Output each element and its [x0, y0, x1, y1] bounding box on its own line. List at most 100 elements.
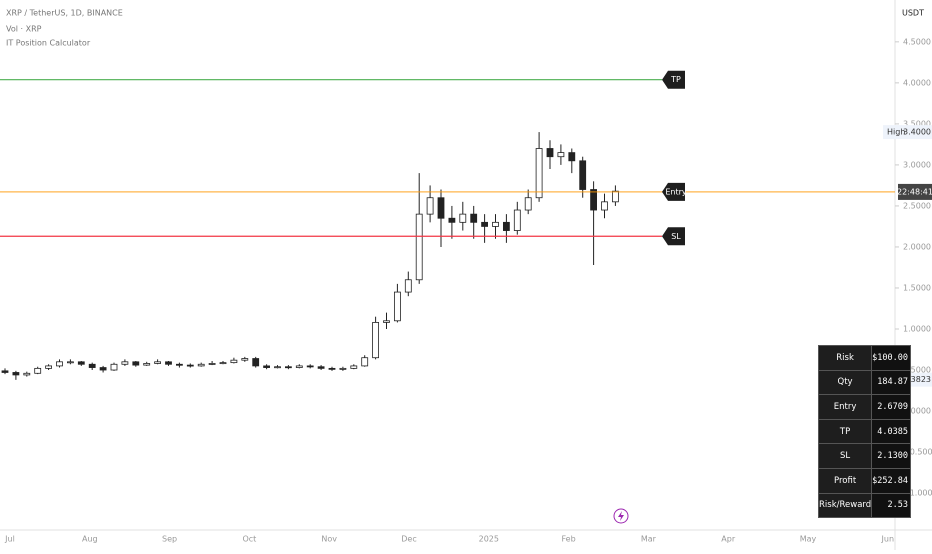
candle-body — [328, 367, 336, 370]
y-tick-label: 4.0000 — [903, 78, 931, 87]
y-tick-label: 4.5000 — [903, 37, 931, 46]
high-name: High — [887, 128, 905, 137]
table-value: 4.0385 — [871, 418, 911, 445]
y-tick-label: 3.0000 — [903, 160, 931, 169]
level-label-box — [662, 182, 685, 201]
table-row: Risk/Reward 2.53 — [817, 492, 911, 519]
candle-body — [88, 363, 96, 368]
indicator-legend: IT Position Calculator — [6, 39, 91, 48]
candle-body — [175, 363, 183, 366]
candle-body — [165, 361, 172, 365]
candle-body — [448, 217, 456, 223]
candle-body — [241, 358, 249, 361]
candle-body — [459, 213, 467, 223]
candle-body — [132, 361, 140, 366]
table-label: TP — [817, 418, 873, 445]
candle-body — [557, 152, 565, 158]
candle-body — [208, 363, 216, 365]
candle-body — [45, 365, 52, 369]
candle-body — [23, 372, 31, 376]
x-tick-label: Mar — [641, 535, 657, 544]
candle-body — [295, 365, 303, 368]
price-box — [898, 183, 932, 200]
currency: USDT — [902, 9, 924, 18]
table-value: $252.84 — [871, 467, 911, 494]
candle-body — [372, 322, 380, 359]
candle-body — [77, 361, 85, 365]
candle-body — [535, 148, 543, 199]
candle-body — [219, 362, 227, 365]
level-label: SL — [671, 232, 681, 241]
x-tick-label: Sep — [162, 535, 177, 544]
y-tick-label: 3.5000 — [903, 119, 931, 128]
candle-body — [470, 213, 478, 223]
table-value: 2.53 — [871, 492, 911, 519]
countdown: 22:48:41 — [897, 187, 932, 196]
candle-body — [601, 201, 608, 211]
candle-body — [524, 197, 532, 211]
candle-body — [274, 366, 281, 369]
table-value: 2.1300 — [871, 443, 911, 469]
candle-body — [154, 361, 162, 364]
candle-body — [143, 363, 151, 366]
y-tick-label: 1.5000 — [903, 283, 931, 292]
candle-body — [339, 367, 347, 370]
table-row: TP 4.0385 — [817, 418, 911, 445]
candle-body — [121, 361, 129, 365]
level-label-box — [662, 227, 685, 246]
candle-body — [492, 221, 499, 227]
y-tick-label: 2.0000 — [903, 242, 931, 251]
y-tick-label: 2.5000 — [903, 201, 931, 210]
low-value: 0.3823 — [903, 375, 931, 384]
table-row: Entry 2.6709 — [817, 394, 911, 420]
candle-body — [404, 279, 412, 293]
candle-body — [415, 213, 423, 281]
table-row: Profit $252.84 — [817, 467, 911, 494]
candle-body — [56, 361, 63, 367]
candle-body — [350, 365, 358, 369]
x-tick-label: Aug — [82, 535, 98, 544]
x-tick-label: Oct — [242, 535, 256, 544]
table-label: SL — [817, 443, 873, 469]
table-row: Qty 184.87 — [817, 369, 911, 396]
candle-body — [110, 363, 118, 371]
candle-body — [546, 148, 554, 158]
candle-body — [99, 367, 107, 371]
x-tick-label: Nov — [321, 535, 337, 544]
candle-body — [284, 366, 292, 369]
candle-body — [197, 363, 205, 367]
candle-body — [34, 367, 42, 374]
symbol: XRP / TetherUS, 1D, BINANCE — [6, 9, 123, 18]
candle-body — [579, 160, 587, 190]
x-tick-label: May — [800, 535, 817, 544]
candle-body — [12, 372, 20, 376]
table-label: Risk/Reward — [817, 492, 873, 519]
candle-body — [590, 189, 597, 211]
table-label: Risk — [817, 345, 873, 371]
high-value: 3.4000 — [903, 128, 931, 137]
y-tick-label: 0.0000 — [903, 407, 931, 416]
volume-legend: Vol · XRP — [6, 25, 42, 34]
high-box — [883, 125, 932, 140]
x-tick-label: 2025 — [479, 535, 499, 544]
candle-body — [568, 152, 576, 162]
y-tick-label: 0.5000 — [903, 366, 931, 375]
y-tick-label: −0.5000 — [903, 448, 932, 457]
candle-body — [612, 190, 619, 203]
table-label: Profit — [817, 467, 873, 494]
level-label: TP — [670, 75, 681, 84]
table-row: Risk $100.00 — [817, 345, 911, 371]
x-tick-label: Jul — [4, 535, 15, 544]
y-tick-label: 1.0000 — [903, 324, 931, 333]
position-table: Risk $100.00 Qty 184.87 Entry 2.6709 TP 4.0385 S… — [817, 345, 911, 519]
table-label: Qty — [817, 369, 873, 396]
x-tick-label: Feb — [562, 535, 576, 544]
candle-body — [502, 221, 510, 231]
candle-body — [513, 209, 521, 231]
candle-body — [252, 358, 260, 367]
candle-body — [1, 370, 9, 373]
candle-body — [481, 221, 489, 227]
candle-body — [426, 197, 434, 215]
x-tick-label: Dec — [401, 535, 416, 544]
